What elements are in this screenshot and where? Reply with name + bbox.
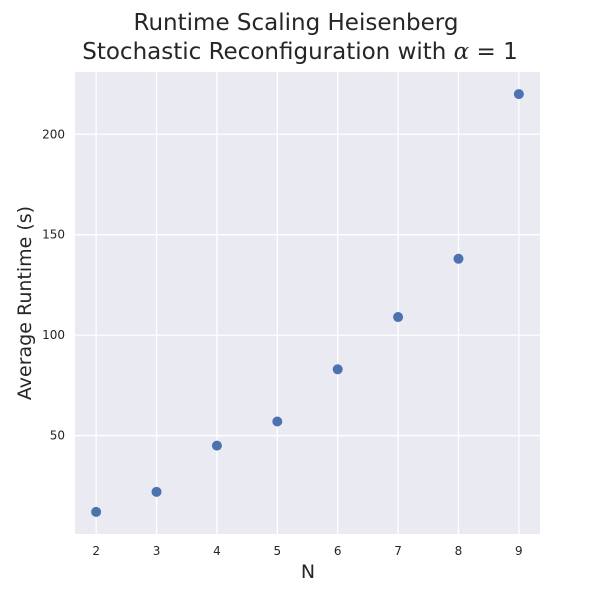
chart-title-line-2-text: Stochastic Reconfiguration with bbox=[82, 39, 453, 65]
y-tick-label: 150 bbox=[42, 228, 65, 242]
grid-lines bbox=[75, 72, 540, 534]
x-tick-label: 5 bbox=[273, 544, 281, 558]
plot-area: 2 3 4 5 6 7 8 9 50 100 150 200 bbox=[42, 72, 540, 558]
x-axis-label: N bbox=[301, 561, 315, 583]
chart-title-alpha-symbol: α bbox=[454, 39, 470, 65]
data-point bbox=[332, 364, 343, 375]
chart-title-alpha-value: = 1 bbox=[469, 39, 518, 65]
x-tick-label: 7 bbox=[394, 544, 402, 558]
data-point bbox=[211, 440, 222, 451]
y-tick-label: 200 bbox=[42, 127, 65, 141]
y-tick-label: 100 bbox=[42, 328, 65, 342]
data-point bbox=[393, 312, 404, 323]
x-tick-label: 3 bbox=[153, 544, 161, 558]
chart-title-line-2: Stochastic Reconfiguration with α = 1 bbox=[82, 39, 518, 65]
data-point bbox=[272, 416, 283, 427]
x-tick-label: 4 bbox=[213, 544, 221, 558]
data-point bbox=[453, 253, 464, 264]
x-tick-label: 8 bbox=[455, 544, 463, 558]
x-tick-label: 9 bbox=[515, 544, 523, 558]
data-point bbox=[513, 89, 524, 100]
data-points bbox=[91, 89, 524, 517]
plot-background bbox=[75, 72, 540, 534]
data-point bbox=[151, 486, 162, 497]
x-tick-label: 2 bbox=[92, 544, 100, 558]
tick-labels: 2 3 4 5 6 7 8 9 50 100 150 200 bbox=[42, 127, 523, 558]
x-tick-label: 6 bbox=[334, 544, 342, 558]
y-axis-label: Average Runtime (s) bbox=[14, 206, 36, 400]
chart-title-line-1: Runtime Scaling Heisenberg bbox=[134, 10, 459, 36]
data-point bbox=[91, 506, 102, 517]
y-tick-label: 50 bbox=[50, 429, 65, 443]
